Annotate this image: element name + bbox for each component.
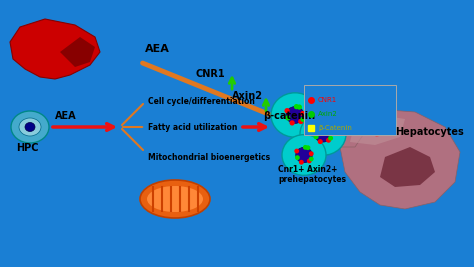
Ellipse shape [296,147,312,163]
Text: CNR1: CNR1 [196,69,226,79]
Ellipse shape [314,134,319,139]
Text: Fatty acid utilization: Fatty acid utilization [148,123,237,132]
Ellipse shape [19,118,41,136]
Polygon shape [380,147,435,187]
Ellipse shape [307,159,312,163]
Text: Mitochondrial bioenergetics: Mitochondrial bioenergetics [148,152,270,162]
Text: AEA: AEA [145,44,170,54]
Polygon shape [330,115,365,147]
Ellipse shape [294,149,299,154]
Text: HPC: HPC [16,143,38,153]
Polygon shape [350,115,405,145]
Polygon shape [10,19,100,79]
Ellipse shape [297,104,302,110]
Text: β-catenin: β-catenin [263,111,315,121]
Text: Axin2: Axin2 [318,111,338,117]
Ellipse shape [25,123,35,132]
Text: CNR1: CNR1 [318,97,337,103]
Ellipse shape [309,156,314,161]
Text: AEA: AEA [55,111,77,121]
Ellipse shape [301,117,306,122]
Polygon shape [340,109,460,209]
Ellipse shape [328,130,333,135]
Ellipse shape [271,93,319,137]
Ellipse shape [300,113,346,155]
Ellipse shape [294,104,299,109]
Ellipse shape [303,145,308,150]
Ellipse shape [298,119,303,124]
Ellipse shape [285,115,291,120]
Ellipse shape [299,160,304,165]
Ellipse shape [290,120,295,125]
Text: Cnr1+ Axin2+
prehepatocytes: Cnr1+ Axin2+ prehepatocytes [278,164,346,184]
Ellipse shape [284,108,290,113]
Ellipse shape [326,138,331,143]
Polygon shape [60,37,95,67]
Text: β-Catenin: β-Catenin [318,125,352,131]
FancyBboxPatch shape [304,85,396,135]
Ellipse shape [328,136,333,141]
Text: Cell cycle/differentiation: Cell cycle/differentiation [148,97,255,107]
Ellipse shape [282,135,326,175]
Ellipse shape [325,124,330,129]
Ellipse shape [147,186,203,212]
Ellipse shape [286,107,304,123]
Ellipse shape [306,145,310,150]
Ellipse shape [318,139,323,144]
Ellipse shape [322,123,327,128]
Ellipse shape [309,151,314,156]
Ellipse shape [301,111,306,116]
Ellipse shape [314,126,332,142]
Ellipse shape [313,127,318,132]
Text: Hepatocytes: Hepatocytes [395,127,464,137]
Text: Axin2: Axin2 [232,91,263,101]
Ellipse shape [140,180,210,218]
Ellipse shape [11,111,49,143]
Ellipse shape [295,155,300,160]
